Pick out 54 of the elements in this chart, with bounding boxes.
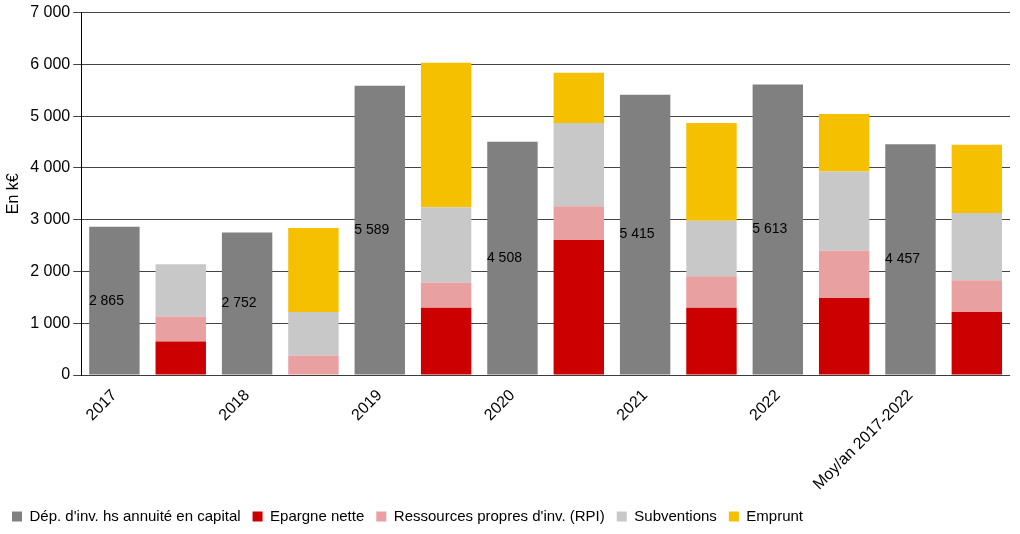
- data-label: 5 613: [752, 220, 788, 237]
- bar: [553, 206, 604, 240]
- data-label: 4 457: [884, 250, 921, 267]
- bar: [818, 250, 870, 298]
- bar: [885, 144, 936, 375]
- legend-label: Emprunt: [746, 506, 804, 524]
- bar: [288, 311, 339, 356]
- bar: [686, 220, 737, 277]
- data-label: 2 865: [88, 291, 125, 308]
- bar: [288, 228, 339, 312]
- y-tick-label: 2 000: [30, 261, 71, 279]
- bar: [686, 276, 737, 308]
- bar: [155, 316, 206, 342]
- y-tick-label: 6 000: [30, 54, 71, 72]
- legend-label: Dép. d'inv. hs annuité en capital: [29, 506, 241, 524]
- bar: [951, 311, 1003, 375]
- y-tick-label: 0: [61, 365, 71, 383]
- legend-label: Ressources propres d'inv. (RPI): [393, 506, 605, 524]
- y-tick-label: 4 000: [30, 158, 71, 176]
- data-label: 5 415: [619, 225, 655, 242]
- bar: [487, 141, 538, 375]
- y-tick-label: 1 000: [30, 313, 71, 331]
- bar: [221, 232, 273, 375]
- bar: [420, 282, 472, 308]
- bar: [155, 341, 206, 375]
- bar: [619, 94, 671, 375]
- bar: [89, 226, 140, 375]
- legend-label: Epargne nette: [270, 506, 365, 524]
- bar: [951, 280, 1003, 312]
- legend-label: Subventions: [634, 506, 717, 524]
- bar: [686, 122, 737, 221]
- y-tick-label: 5 000: [30, 106, 71, 124]
- data-label: 5 589: [354, 220, 390, 237]
- bar: [951, 213, 1003, 281]
- y-tick-label: 7 000: [30, 3, 71, 21]
- bar: [553, 122, 604, 207]
- bar: [420, 307, 472, 375]
- bar: [686, 307, 737, 375]
- y-tick-label: 3 000: [30, 210, 71, 228]
- bar: [951, 144, 1003, 213]
- bar: [752, 84, 804, 375]
- bar: [553, 239, 604, 375]
- data-label: 2 752: [221, 294, 257, 311]
- bar: [818, 114, 870, 172]
- bar: [288, 355, 339, 375]
- bar: [354, 85, 405, 375]
- bar: [420, 62, 472, 208]
- y-axis-title: En k€: [4, 173, 22, 215]
- data-label: 4 508: [486, 248, 523, 265]
- bar: [553, 72, 604, 123]
- bar: [818, 297, 870, 375]
- bar: [818, 171, 870, 251]
- bar: [420, 207, 472, 283]
- bar: [155, 264, 206, 317]
